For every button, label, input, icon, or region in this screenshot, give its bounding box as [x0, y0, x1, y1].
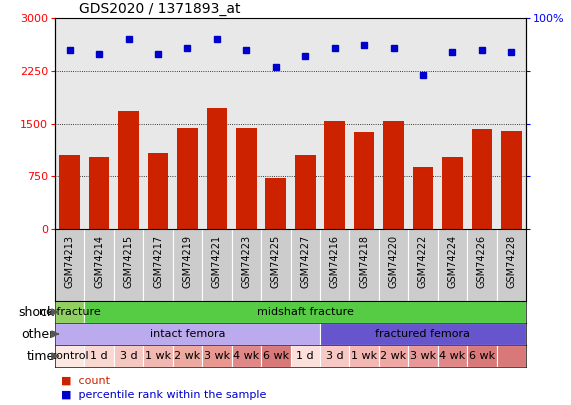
Text: GSM74222: GSM74222: [418, 235, 428, 288]
Bar: [324, 122, 345, 229]
Text: GSM74226: GSM74226: [477, 235, 487, 288]
Text: GSM74215: GSM74215: [123, 235, 134, 288]
Bar: [118, 111, 139, 229]
Text: other: other: [22, 328, 55, 341]
FancyBboxPatch shape: [467, 345, 497, 367]
FancyBboxPatch shape: [261, 229, 291, 301]
Text: 3 wk: 3 wk: [410, 351, 436, 361]
Text: GSM74225: GSM74225: [271, 235, 281, 288]
Text: 1 wk: 1 wk: [351, 351, 377, 361]
FancyBboxPatch shape: [202, 229, 232, 301]
Text: 3 wk: 3 wk: [204, 351, 230, 361]
FancyBboxPatch shape: [320, 345, 349, 367]
Bar: [413, 167, 433, 229]
Text: GSM74220: GSM74220: [388, 235, 399, 288]
Text: GSM74218: GSM74218: [359, 235, 369, 288]
FancyBboxPatch shape: [55, 324, 320, 345]
Text: midshaft fracture: midshaft fracture: [257, 307, 353, 317]
FancyBboxPatch shape: [85, 301, 526, 322]
Text: 2 wk: 2 wk: [174, 351, 200, 361]
Text: shock: shock: [19, 305, 55, 318]
Text: GSM74221: GSM74221: [212, 235, 222, 288]
Bar: [501, 130, 521, 229]
Text: GSM74219: GSM74219: [183, 235, 192, 288]
Text: GSM74216: GSM74216: [329, 235, 340, 288]
FancyBboxPatch shape: [55, 345, 85, 367]
Text: GSM74223: GSM74223: [242, 235, 251, 288]
FancyBboxPatch shape: [379, 345, 408, 367]
Text: ■  percentile rank within the sample: ■ percentile rank within the sample: [61, 390, 266, 401]
FancyBboxPatch shape: [232, 345, 261, 367]
FancyBboxPatch shape: [114, 229, 143, 301]
FancyBboxPatch shape: [232, 229, 261, 301]
Text: intact femora: intact femora: [150, 329, 225, 339]
Text: 2 wk: 2 wk: [380, 351, 407, 361]
Bar: [177, 128, 198, 229]
Text: 4 wk: 4 wk: [439, 351, 465, 361]
FancyBboxPatch shape: [291, 229, 320, 301]
Text: GSM74228: GSM74228: [506, 235, 516, 288]
Bar: [295, 155, 316, 229]
FancyBboxPatch shape: [173, 345, 202, 367]
FancyBboxPatch shape: [379, 229, 408, 301]
Text: GSM74227: GSM74227: [300, 235, 310, 288]
FancyBboxPatch shape: [143, 229, 173, 301]
Text: GSM74224: GSM74224: [448, 235, 457, 288]
FancyBboxPatch shape: [85, 229, 114, 301]
Bar: [59, 155, 80, 229]
Bar: [148, 153, 168, 229]
FancyBboxPatch shape: [497, 345, 526, 367]
FancyBboxPatch shape: [408, 229, 438, 301]
Text: time: time: [27, 350, 55, 362]
Text: GSM74217: GSM74217: [153, 235, 163, 288]
FancyBboxPatch shape: [438, 345, 467, 367]
FancyBboxPatch shape: [85, 345, 114, 367]
Bar: [89, 157, 110, 229]
FancyBboxPatch shape: [261, 345, 291, 367]
Text: GSM74214: GSM74214: [94, 235, 104, 288]
FancyBboxPatch shape: [349, 229, 379, 301]
Bar: [236, 128, 256, 229]
Text: 1 d: 1 d: [90, 351, 108, 361]
Text: 6 wk: 6 wk: [469, 351, 495, 361]
Text: fractured femora: fractured femora: [376, 329, 471, 339]
Text: no fracture: no fracture: [39, 307, 100, 317]
Text: 3 d: 3 d: [326, 351, 344, 361]
Text: ■  count: ■ count: [61, 375, 110, 385]
Text: 1 wk: 1 wk: [145, 351, 171, 361]
Text: control: control: [50, 351, 89, 361]
FancyBboxPatch shape: [55, 229, 85, 301]
Bar: [442, 157, 463, 229]
FancyBboxPatch shape: [349, 345, 379, 367]
FancyBboxPatch shape: [55, 301, 85, 322]
Bar: [383, 122, 404, 229]
Text: 3 d: 3 d: [120, 351, 138, 361]
Text: 4 wk: 4 wk: [233, 351, 259, 361]
Bar: [472, 129, 492, 229]
FancyBboxPatch shape: [438, 229, 467, 301]
FancyBboxPatch shape: [408, 345, 438, 367]
FancyBboxPatch shape: [467, 229, 497, 301]
FancyBboxPatch shape: [320, 324, 526, 345]
FancyBboxPatch shape: [114, 345, 143, 367]
Text: GSM74213: GSM74213: [65, 235, 75, 288]
Bar: [266, 178, 286, 229]
Bar: [354, 132, 375, 229]
Text: GDS2020 / 1371893_at: GDS2020 / 1371893_at: [79, 2, 240, 15]
FancyBboxPatch shape: [202, 345, 232, 367]
FancyBboxPatch shape: [173, 229, 202, 301]
Text: 1 d: 1 d: [296, 351, 314, 361]
Bar: [207, 108, 227, 229]
FancyBboxPatch shape: [320, 229, 349, 301]
FancyBboxPatch shape: [143, 345, 173, 367]
Text: 6 wk: 6 wk: [263, 351, 289, 361]
FancyBboxPatch shape: [497, 229, 526, 301]
FancyBboxPatch shape: [291, 345, 320, 367]
